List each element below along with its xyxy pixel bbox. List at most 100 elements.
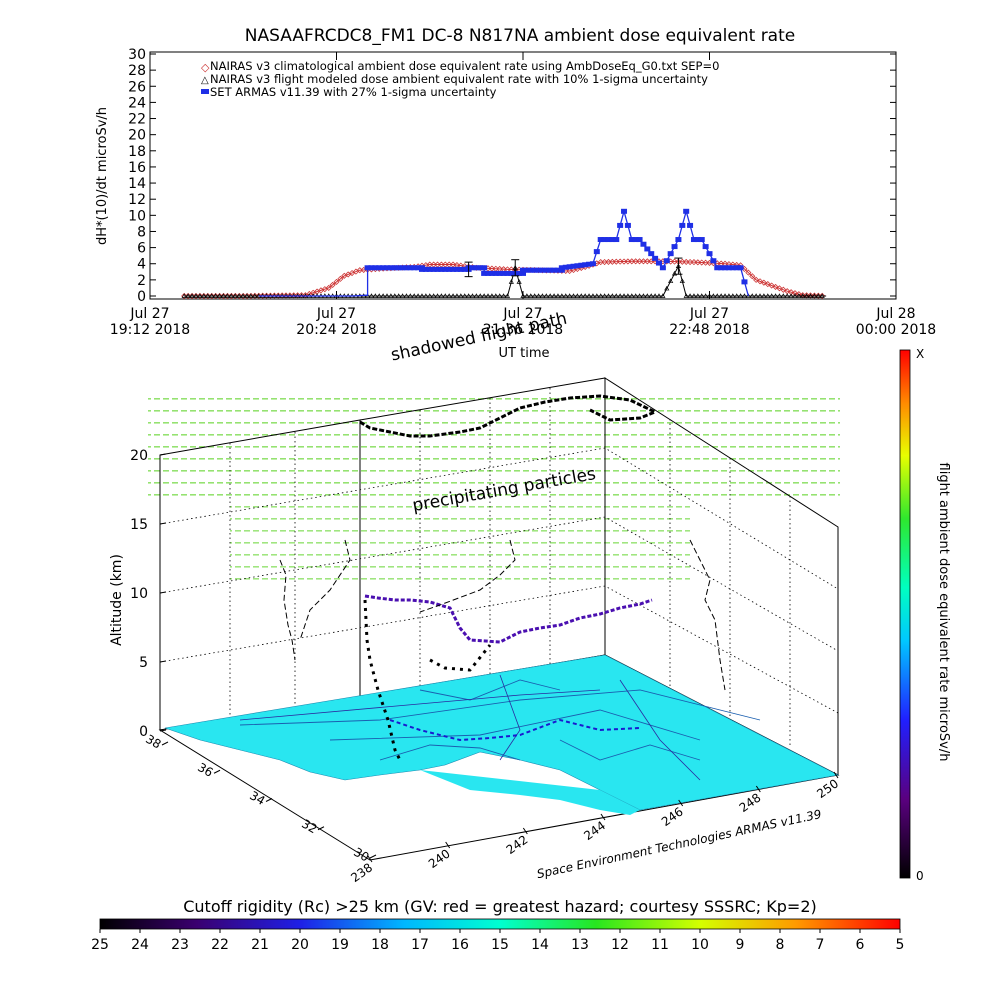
series-point-modeled bbox=[699, 293, 705, 298]
series-point-armas bbox=[516, 270, 523, 276]
series-point-armas bbox=[593, 249, 600, 255]
series-point-armas bbox=[698, 237, 705, 243]
altitude-tick bbox=[159, 729, 167, 732]
series-point-modeled bbox=[532, 293, 538, 298]
altitude-tick-label: 20 bbox=[130, 448, 148, 464]
series-point-armas bbox=[535, 267, 542, 273]
series-point-modeled bbox=[594, 293, 600, 298]
altitude-tick-label: 0 bbox=[139, 724, 148, 740]
y-tick-label: 30 bbox=[128, 47, 146, 63]
series-point-modeled bbox=[524, 293, 530, 298]
series-point-armas bbox=[628, 237, 635, 243]
series-point-modeled bbox=[216, 293, 223, 298]
series-point-armas bbox=[500, 270, 507, 276]
series-point-armas bbox=[714, 265, 721, 271]
rigidity-tick-label: 16 bbox=[451, 937, 469, 953]
series-point-modeled bbox=[590, 293, 596, 298]
series-point-armas bbox=[702, 244, 709, 250]
series-point-modeled bbox=[815, 293, 821, 298]
series-point-armas bbox=[520, 270, 526, 276]
series-point-modeled bbox=[528, 293, 534, 298]
series-point-modeled bbox=[734, 293, 740, 298]
series-point-armas bbox=[617, 222, 624, 228]
series-point-modeled bbox=[535, 293, 542, 298]
series-point-modeled bbox=[388, 293, 394, 298]
series-point-climatological bbox=[356, 267, 363, 274]
series-point-modeled bbox=[473, 293, 479, 298]
altitude-tick bbox=[159, 453, 167, 456]
series-point-modeled bbox=[462, 293, 468, 298]
series-point-armas bbox=[496, 270, 503, 276]
y-tick-label: 10 bbox=[128, 208, 146, 224]
y-tick-label: 12 bbox=[128, 192, 146, 208]
series-point-armas bbox=[453, 266, 460, 272]
series-point-armas bbox=[589, 261, 596, 267]
series-point-climatological bbox=[687, 258, 694, 266]
series-point-modeled bbox=[508, 279, 514, 284]
rigidity-tick-label: 11 bbox=[651, 937, 669, 953]
series-point-climatological bbox=[683, 258, 690, 265]
x-axis-label: UT time bbox=[499, 346, 550, 361]
rigidity-tick-label: 24 bbox=[131, 937, 149, 953]
series-point-climatological bbox=[298, 292, 305, 299]
series-point-modeled bbox=[714, 293, 720, 298]
series-point-modeled bbox=[621, 293, 627, 298]
series-point-modeled bbox=[189, 293, 195, 298]
y-tick-label: 8 bbox=[137, 224, 146, 240]
series-point-modeled bbox=[427, 293, 433, 298]
y-tick-label: 14 bbox=[128, 176, 146, 192]
latitude-tick bbox=[369, 854, 377, 859]
series-point-modeled bbox=[788, 293, 794, 298]
longitude-tick-label: 238 bbox=[348, 860, 375, 885]
series-point-modeled bbox=[228, 293, 234, 298]
longitude-tick bbox=[755, 785, 761, 793]
altitude-tick-label: 5 bbox=[139, 655, 148, 671]
series-point-modeled bbox=[819, 293, 825, 298]
series-point-armas bbox=[601, 237, 608, 243]
series-point-armas bbox=[554, 267, 561, 273]
series-point-climatological bbox=[609, 258, 616, 265]
series-point-armas bbox=[636, 237, 643, 243]
plot-title: NASAAFRCDC8_FM1 DC-8 N817NA ambient dose… bbox=[245, 26, 795, 46]
series-point-armas bbox=[418, 266, 425, 272]
coast-strip bbox=[420, 770, 640, 815]
state-borders bbox=[239, 674, 701, 781]
series-point-armas bbox=[570, 263, 577, 269]
series-point-armas bbox=[543, 267, 550, 273]
series-point-climatological bbox=[492, 265, 499, 272]
series-point-modeled bbox=[415, 293, 421, 298]
shadow-path-left-2 bbox=[299, 539, 351, 641]
series-point-modeled bbox=[438, 293, 445, 298]
series-point-climatological bbox=[453, 262, 461, 269]
series-point-modeled bbox=[442, 293, 448, 298]
series-point-modeled bbox=[737, 293, 744, 298]
rigidity-colorbar-title: Cutoff rigidity (Rc) >25 km (GV: red = g… bbox=[183, 897, 817, 916]
series-point-climatological bbox=[799, 292, 806, 299]
altitude-tick-label: 15 bbox=[130, 517, 148, 533]
series-point-armas bbox=[694, 237, 701, 243]
series-point-armas bbox=[539, 267, 546, 273]
series-point-climatological bbox=[694, 259, 701, 266]
y-tick-label: 22 bbox=[128, 112, 146, 128]
series-point-modeled bbox=[780, 293, 786, 298]
x-tick-label-time: 22:48 2018 bbox=[669, 322, 749, 338]
series-point-modeled bbox=[629, 293, 635, 298]
series-point-armas bbox=[609, 237, 616, 243]
series-point-modeled bbox=[741, 293, 748, 298]
series-point-climatological bbox=[640, 258, 647, 265]
series-point-climatological bbox=[446, 261, 453, 268]
series-point-armas bbox=[722, 265, 729, 271]
series-point-modeled bbox=[450, 293, 456, 298]
series-point-modeled bbox=[469, 293, 476, 298]
altitude-grid bbox=[159, 388, 839, 748]
series-point-modeled bbox=[551, 293, 557, 298]
altitude-axis: 0 5 10 15 20 bbox=[130, 448, 167, 740]
series-point-armas bbox=[450, 266, 457, 272]
altitude-tick bbox=[159, 522, 167, 525]
timeseries-plot: NASAAFRCDC8_FM1 DC-8 N817NA ambient dose… bbox=[95, 26, 936, 361]
series-point-armas bbox=[399, 265, 406, 271]
legend-marker-triangle: △ bbox=[201, 75, 209, 86]
rigidity-tick-label: 20 bbox=[291, 937, 309, 953]
series-point-modeled bbox=[399, 293, 406, 298]
series-point-climatological bbox=[426, 261, 433, 268]
